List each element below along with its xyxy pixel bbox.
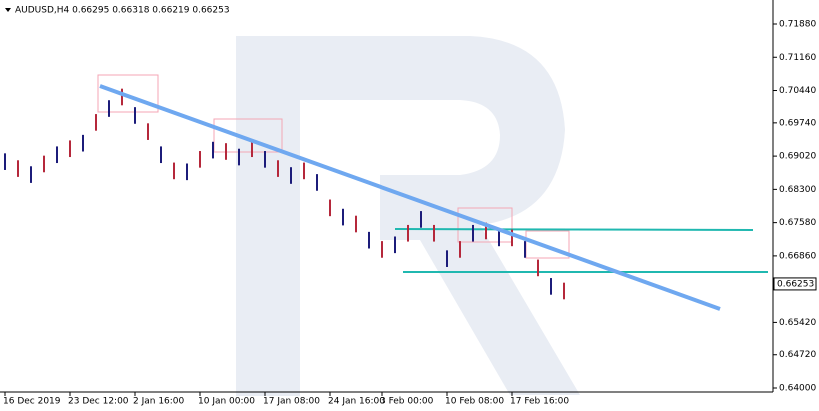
- y-tick-label: 0.66860: [779, 251, 816, 261]
- x-tick-label: 23 Dec 12:00: [68, 397, 129, 407]
- bars: [4, 88, 565, 300]
- highlight-box: [97, 74, 159, 113]
- last-price-box: [773, 277, 817, 291]
- watermark: [236, 36, 580, 396]
- x-tick-label: 16 Dec 2019: [3, 397, 61, 407]
- y-tick-label: 0.71160: [779, 53, 816, 63]
- highlight-box: [213, 118, 283, 153]
- x-tick-label: 17 Jan 08:00: [263, 397, 320, 407]
- resistance-line: [394, 228, 754, 231]
- y-tick-label: 0.68300: [779, 185, 816, 195]
- chart-title: AUDUSD,H4 0.66295 0.66318 0.66219 0.6625…: [15, 6, 230, 16]
- x-tick-label: 2 Jan 16:00: [133, 397, 185, 407]
- menu-arrow[interactable]: [5, 8, 11, 12]
- y-tick-label: 0.64720: [779, 350, 816, 360]
- y-tick-label: 0.64000: [779, 384, 816, 394]
- watermark-bowl: [300, 36, 580, 395]
- y-tick-label: 0.69740: [779, 118, 816, 128]
- highlight-box: [457, 207, 513, 243]
- y-tick-label: 0.67580: [779, 218, 816, 228]
- x-tick-label: 10 Feb 08:00: [445, 397, 504, 407]
- watermark-stem: [236, 36, 300, 396]
- x-tick-label: 3 Feb 00:00: [380, 397, 434, 407]
- x-tick-label: 10 Jan 00:00: [198, 397, 255, 407]
- y-tick-label: 0.71880: [779, 20, 816, 30]
- y-tick-label: 0.70440: [779, 86, 816, 96]
- trend-line: [99, 84, 721, 311]
- x-tick-label: 17 Feb 16:00: [510, 397, 569, 407]
- y-tick-label: 0.69020: [779, 152, 816, 162]
- x-tick-label: 24 Jan 16:00: [328, 397, 385, 407]
- last-price-label: 0.66253: [777, 279, 814, 289]
- y-tick-label: 0.65420: [779, 318, 816, 328]
